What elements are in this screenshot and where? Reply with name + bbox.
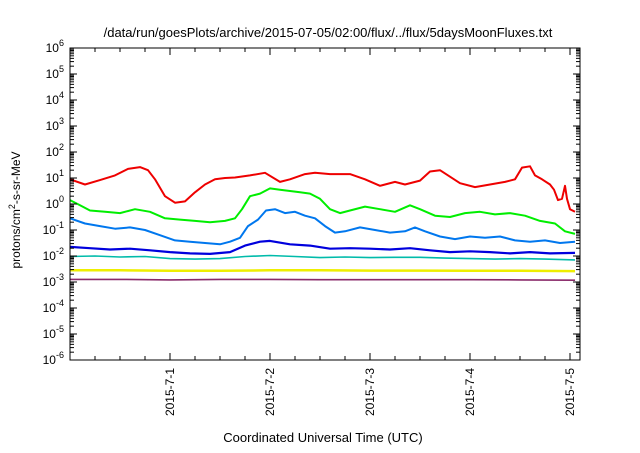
y-tick-label: 103 xyxy=(46,116,64,133)
series-line-4 xyxy=(69,254,576,261)
series-line-6 xyxy=(70,278,576,281)
x-axis-label: Coordinated Universal Time (UTC) xyxy=(223,430,422,445)
y-tick-label: 104 xyxy=(46,90,64,107)
series-line-0 xyxy=(69,165,576,213)
x-tick-label: 2015-7-4 xyxy=(463,368,477,416)
y-tick-label: 106 xyxy=(46,38,64,55)
plot-area: 10-6 10-5 10-4 10-3 10-2 10-1 100 101 102 103 104 1… xyxy=(43,38,581,416)
y-tick-label: 10-3 xyxy=(43,272,64,289)
x-tick-label: 2015-7-3 xyxy=(363,368,377,416)
y-tick-label: 10-1 xyxy=(43,220,64,237)
series-line-3 xyxy=(69,239,576,255)
y-tick-label: 10-4 xyxy=(43,298,64,315)
chart-title: /data/run/goesPlots/archive/2015-07-05/0… xyxy=(104,25,553,40)
y-tick-label: 10-6 xyxy=(43,350,64,367)
y-tick-label: 101 xyxy=(46,168,64,185)
y-tick-label: 102 xyxy=(46,142,64,159)
y-axis-label: protons/cm2-s-sr-MeV xyxy=(7,151,23,268)
x-tick-label: 2015-7-2 xyxy=(263,368,277,416)
series-line-5 xyxy=(70,269,576,273)
y-tick-label: 10-2 xyxy=(43,246,64,263)
series-line-2 xyxy=(69,208,576,246)
x-tick-label: 2015-7-5 xyxy=(563,368,577,416)
y-tick-label: 100 xyxy=(46,194,64,211)
y-tick-label: 105 xyxy=(46,64,64,81)
x-tick-label: 2015-7-1 xyxy=(163,368,177,416)
y-tick-label: 10-5 xyxy=(43,324,64,341)
series-line-1 xyxy=(69,187,576,235)
